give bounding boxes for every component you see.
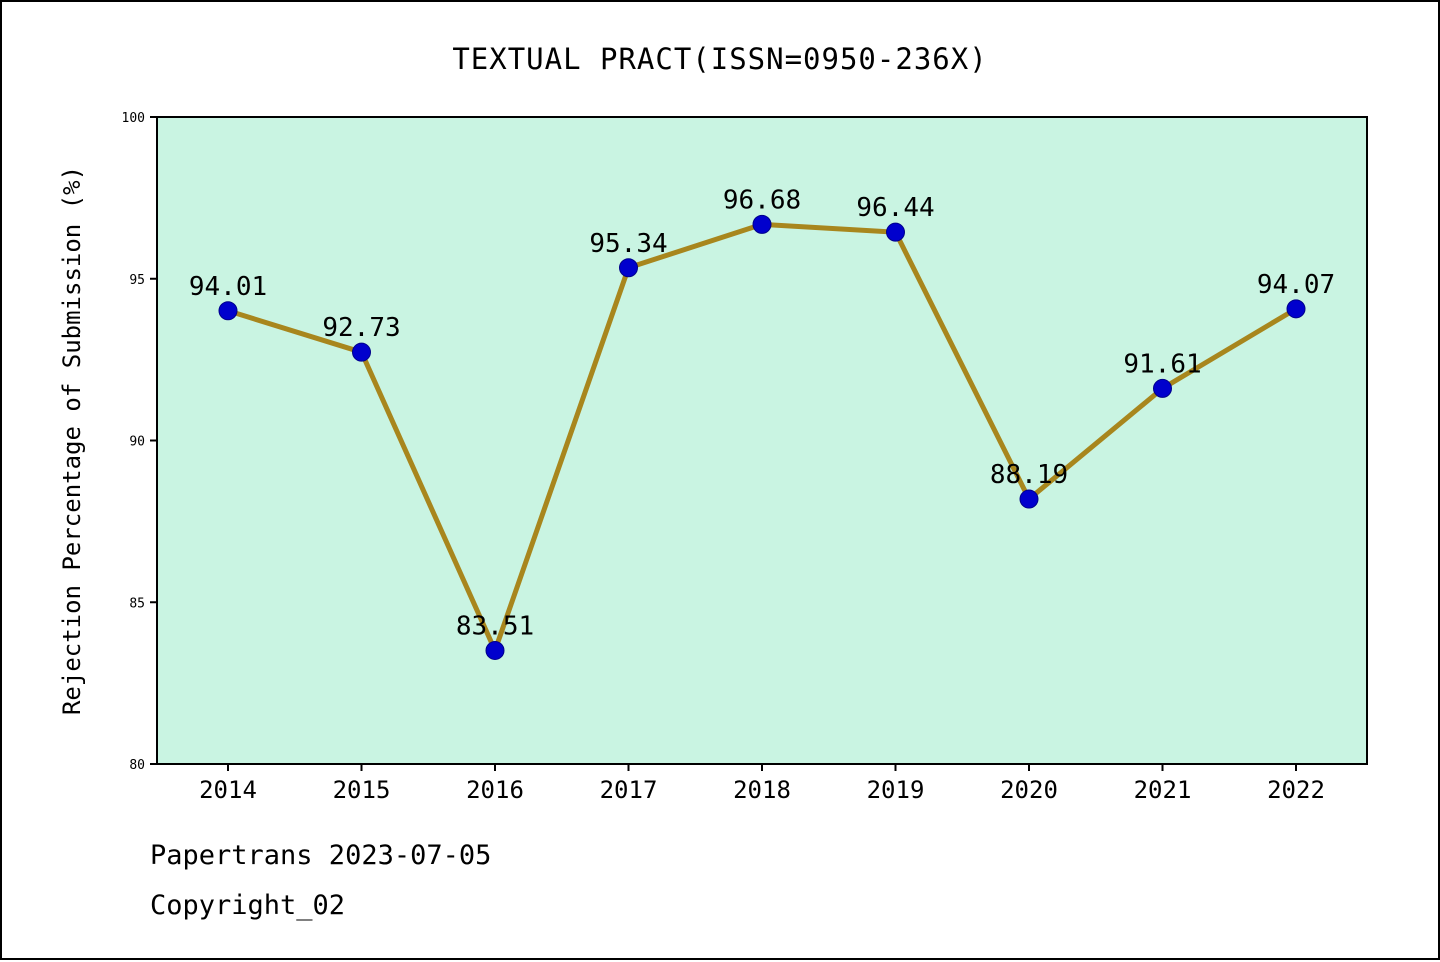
data-point <box>752 214 772 234</box>
x-tick-label: 2018 <box>733 776 791 804</box>
data-point <box>352 342 371 362</box>
value-label: 92.73 <box>322 313 400 343</box>
value-label: 96.68 <box>723 185 801 215</box>
y-tick-label: 90 <box>129 435 145 450</box>
y-tick-label: 85 <box>129 596 145 611</box>
data-point <box>485 640 505 660</box>
x-tick-label: 2014 <box>199 776 257 804</box>
data-point <box>1286 299 1306 319</box>
value-label: 96.44 <box>856 193 934 223</box>
data-point <box>218 301 238 321</box>
footer-papertrans-date: Papertrans 2023-07-05 <box>150 840 492 871</box>
x-tick-label: 2020 <box>1000 776 1058 804</box>
x-tick-label: 2019 <box>867 776 925 804</box>
y-axis-label: Rejection Percentage of Submission (%) <box>58 166 86 715</box>
data-point <box>1153 378 1172 398</box>
x-tick-label: 2015 <box>333 776 391 804</box>
value-label: 94.07 <box>1257 270 1335 300</box>
value-label: 83.51 <box>456 611 534 641</box>
value-label: 94.01 <box>189 272 267 302</box>
value-label: 91.61 <box>1123 349 1201 379</box>
y-tick-label: 95 <box>129 273 145 288</box>
footer-copyright: Copyright_02 <box>150 890 346 921</box>
data-point <box>886 222 905 242</box>
chart-title: TEXTUAL PRACT(ISSN=0950-236X) <box>452 42 988 76</box>
x-tick-label: 2022 <box>1267 776 1325 804</box>
y-tick-label: 80 <box>129 758 145 773</box>
y-tick-label: 100 <box>122 111 145 126</box>
x-tick-label: 2016 <box>466 776 524 804</box>
value-label: 88.19 <box>990 460 1068 490</box>
x-tick-label: 2021 <box>1134 776 1192 804</box>
data-point <box>619 258 638 278</box>
data-point <box>1019 489 1039 509</box>
x-tick-label: 2017 <box>600 776 658 804</box>
value-label: 95.34 <box>589 229 667 259</box>
